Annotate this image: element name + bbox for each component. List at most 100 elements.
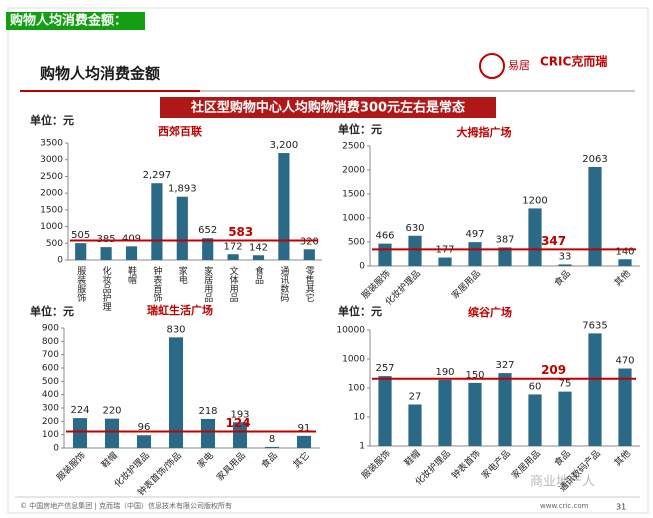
y-tick-label: 400 <box>42 390 59 400</box>
logo-cric: CRIC克而瑞 <box>540 54 607 69</box>
value-label: 190 <box>435 367 454 378</box>
bar <box>468 242 482 266</box>
bar <box>588 333 602 446</box>
y-tick-label: 800 <box>42 337 59 347</box>
value-label: 8 <box>269 434 275 445</box>
y-tick-label: 900 <box>42 324 59 334</box>
x-tick-label: 家电 <box>177 265 188 284</box>
value-label: 327 <box>495 360 514 371</box>
value-label: 652 <box>198 225 217 236</box>
value-label: 7635 <box>582 320 607 331</box>
y-tick-label: 2000 <box>342 166 365 176</box>
bar <box>588 166 602 266</box>
bar <box>168 337 184 448</box>
bar <box>528 394 542 446</box>
value-label: 224 <box>70 405 89 416</box>
y-tick-label: 1000 <box>40 222 63 232</box>
value-label: 193 <box>230 409 249 420</box>
bar <box>618 368 632 446</box>
value-label: 505 <box>71 230 90 241</box>
y-unit: 单位：元 <box>30 304 74 318</box>
tag: 购物人均消费金额： <box>10 13 127 29</box>
bar <box>498 373 512 446</box>
x-tick-label: 服装服饰 <box>75 266 86 303</box>
average-label: 124 <box>226 416 251 430</box>
value-label: 257 <box>375 363 394 374</box>
average-label: 209 <box>541 363 566 377</box>
value-label: 218 <box>198 406 217 417</box>
bar <box>100 247 112 260</box>
y-tick-label: 300 <box>42 404 59 414</box>
bar <box>136 435 152 448</box>
y-tick-label: 200 <box>42 417 59 427</box>
bar <box>468 382 482 446</box>
value-label: 470 <box>615 356 634 367</box>
value-label: 91 <box>298 423 311 434</box>
bar <box>278 153 290 260</box>
value-label: 27 <box>409 391 422 402</box>
bar <box>378 376 392 446</box>
slide-title: 购物人均消费金额 <box>40 65 160 83</box>
bar <box>498 247 512 266</box>
y-tick-label: 2500 <box>342 142 365 152</box>
y-tick-label: 10000 <box>336 326 365 336</box>
y-tick-label: 2000 <box>40 189 63 199</box>
x-tick-label: 化妆品护理 <box>101 265 112 311</box>
value-label: 33 <box>559 251 572 262</box>
value-label: 96 <box>138 422 151 433</box>
y-tick-label: 500 <box>46 239 63 249</box>
bar <box>378 243 392 266</box>
chart-title: 大拇指广场 <box>457 125 512 139</box>
y-tick-label: 100 <box>42 430 59 440</box>
y-tick-label: 2500 <box>40 172 63 182</box>
value-label: 466 <box>375 231 394 242</box>
bar <box>528 208 542 266</box>
bar <box>176 196 188 260</box>
bar <box>558 264 572 266</box>
bar <box>618 259 632 266</box>
value-label: 387 <box>495 234 514 245</box>
bar <box>303 249 315 260</box>
y-tick-label: 500 <box>348 238 365 248</box>
y-tick-label: 100 <box>348 384 365 394</box>
banner-bg <box>160 97 496 118</box>
value-label: 75 <box>559 379 572 390</box>
value-label: 409 <box>122 233 141 244</box>
value-label: 497 <box>465 229 484 240</box>
y-tick-label: 500 <box>42 377 59 387</box>
value-label: 2063 <box>582 154 607 165</box>
x-tick-label: 钟表首饰 <box>151 265 162 303</box>
bar <box>408 235 422 266</box>
y-tick-label: 1000 <box>342 355 365 365</box>
bar <box>200 418 216 448</box>
bar <box>72 418 88 448</box>
bar <box>151 183 163 260</box>
y-tick-label: 1 <box>359 442 365 452</box>
y-unit: 单位：元 <box>338 122 382 136</box>
value-label: 2,297 <box>143 170 172 181</box>
y-tick-label: 3500 <box>40 139 63 149</box>
bar <box>296 435 312 448</box>
x-tick-label: 食品 <box>253 265 264 285</box>
eju-logo <box>479 53 505 79</box>
bar <box>227 254 239 260</box>
bar <box>125 246 138 260</box>
y-unit: 单位：元 <box>30 113 74 127</box>
bar <box>75 243 87 260</box>
footer-copyright: © 中国房地产信息集团 | 克而瑞（中国）信息技术有限公司版权所有 <box>20 501 232 510</box>
bar <box>438 379 452 446</box>
footer-site: www.cric.com <box>540 502 589 510</box>
watermark: 商业地产人 <box>530 475 595 490</box>
bar <box>232 422 248 448</box>
banner: 社区型购物中心人均购物消费300元左右是常态 <box>190 100 465 116</box>
logo-eju: 易居 <box>508 59 530 72</box>
bar <box>438 257 452 266</box>
average-label: 347 <box>541 234 566 248</box>
value-label: 3,200 <box>270 140 299 151</box>
y-unit: 单位：元 <box>338 304 382 318</box>
y-tick-label: 700 <box>42 350 59 360</box>
value-label: 60 <box>529 381 542 392</box>
value-label: 630 <box>405 223 424 234</box>
y-tick-label: 3000 <box>40 155 63 165</box>
